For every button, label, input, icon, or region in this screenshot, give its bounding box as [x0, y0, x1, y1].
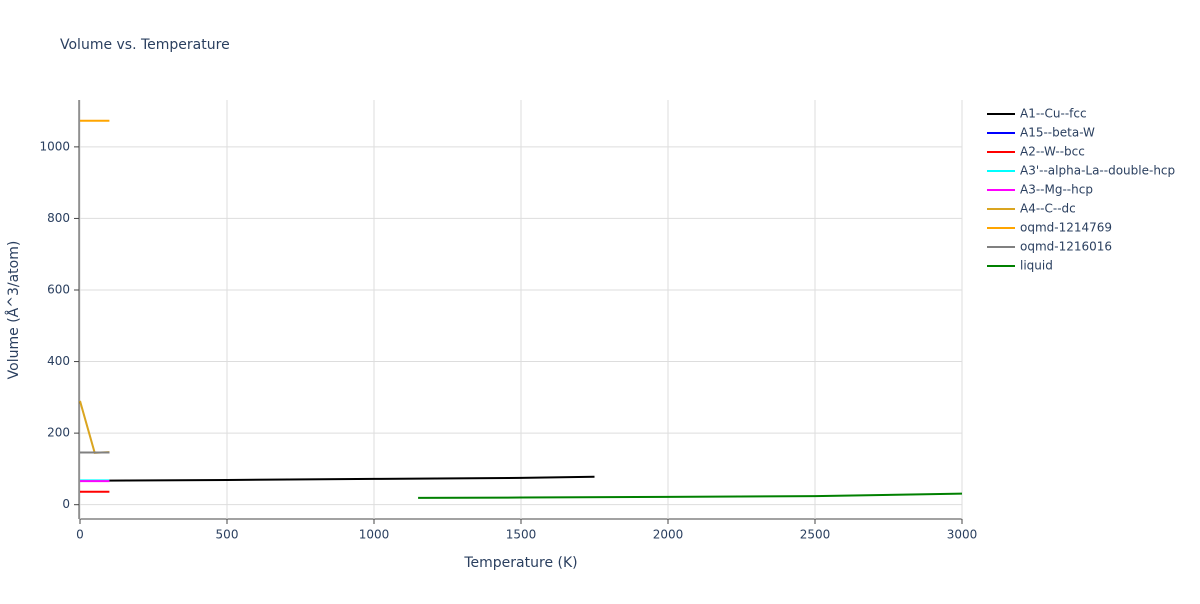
legend-label: A4--C--dc	[1020, 202, 1076, 216]
chart-title: Volume vs. Temperature	[60, 37, 230, 53]
y-axis-title: Volume (Å^3/atom)	[5, 241, 22, 380]
x-tick-label: 1000	[359, 528, 390, 542]
legend-label: liquid	[1020, 259, 1053, 273]
legend-label: A3--Mg--hcp	[1020, 183, 1093, 197]
x-tick-label: 1500	[506, 528, 537, 542]
legend-label: A1--Cu--fcc	[1020, 107, 1087, 121]
x-tick-label: 2500	[800, 528, 831, 542]
y-tick-label: 400	[47, 354, 70, 368]
x-axis-title: Temperature (K)	[463, 555, 577, 571]
x-tick-label: 3000	[947, 528, 978, 542]
x-tick-label: 0	[76, 528, 84, 542]
series-line	[79, 400, 110, 454]
y-tick-label: 600	[47, 282, 70, 296]
series-line	[418, 492, 963, 499]
y-tick-label: 800	[47, 211, 70, 225]
legend-label: oqmd-1214769	[1020, 221, 1112, 235]
series-line	[79, 475, 595, 482]
y-tick-label: 1000	[39, 139, 70, 153]
legend-label: A15--beta-W	[1020, 126, 1095, 140]
legend-label: A3'--alpha-La--double-hcp	[1020, 164, 1175, 178]
x-tick-label: 2000	[653, 528, 684, 542]
legend-label: oqmd-1216016	[1020, 240, 1112, 254]
y-tick-label: 0	[62, 497, 70, 511]
legend-label: A2--W--bcc	[1020, 145, 1085, 159]
x-tick-label: 500	[216, 528, 239, 542]
y-tick-label: 200	[47, 426, 70, 440]
